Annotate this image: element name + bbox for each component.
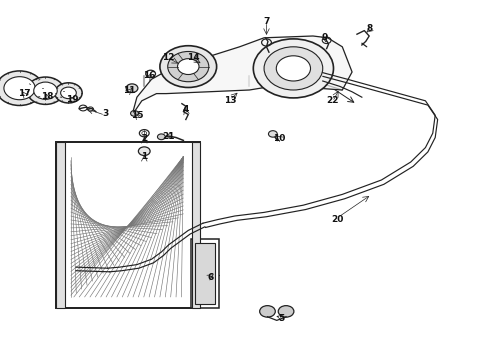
Text: 17: 17 [18,89,31,98]
Circle shape [177,59,199,75]
Circle shape [126,84,138,93]
Circle shape [138,147,150,156]
Circle shape [61,87,76,99]
Text: 8: 8 [366,24,371,33]
Text: 5: 5 [278,314,284,323]
Text: 1: 1 [141,152,147,161]
Text: 13: 13 [223,96,236,105]
Text: 19: 19 [66,95,79,104]
Text: 6: 6 [207,273,213,282]
Bar [194,243,215,304]
Text: 16: 16 [142,71,155,80]
Text: 18: 18 [41,92,54,101]
Circle shape [160,46,216,87]
Circle shape [278,306,293,317]
Circle shape [276,56,310,81]
Text: 14: 14 [186,53,199,62]
Text: 11: 11 [123,86,136,95]
Text: 4: 4 [182,105,189,114]
Text: 21: 21 [162,132,175,141]
Text: 9: 9 [321,33,328,42]
Circle shape [167,51,208,82]
Polygon shape [132,36,351,115]
Text: 20: 20 [330,215,343,224]
Bar [190,239,219,308]
Circle shape [268,131,277,137]
Bar [191,142,200,308]
Circle shape [55,83,82,103]
Text: 3: 3 [102,109,108,118]
Circle shape [27,77,64,104]
Text: 10: 10 [272,134,285,143]
Bar [56,142,200,308]
Bar [56,142,200,308]
Circle shape [157,134,165,140]
Text: 22: 22 [325,96,338,105]
Circle shape [130,111,138,116]
Circle shape [4,77,35,100]
Text: 12: 12 [162,53,175,62]
Circle shape [0,71,43,105]
Circle shape [34,82,57,99]
Circle shape [253,39,333,98]
Text: 7: 7 [263,17,269,26]
Text: 2: 2 [141,134,147,143]
Circle shape [264,47,322,90]
Circle shape [259,306,275,317]
Bar [56,142,65,308]
Text: 15: 15 [130,111,143,120]
